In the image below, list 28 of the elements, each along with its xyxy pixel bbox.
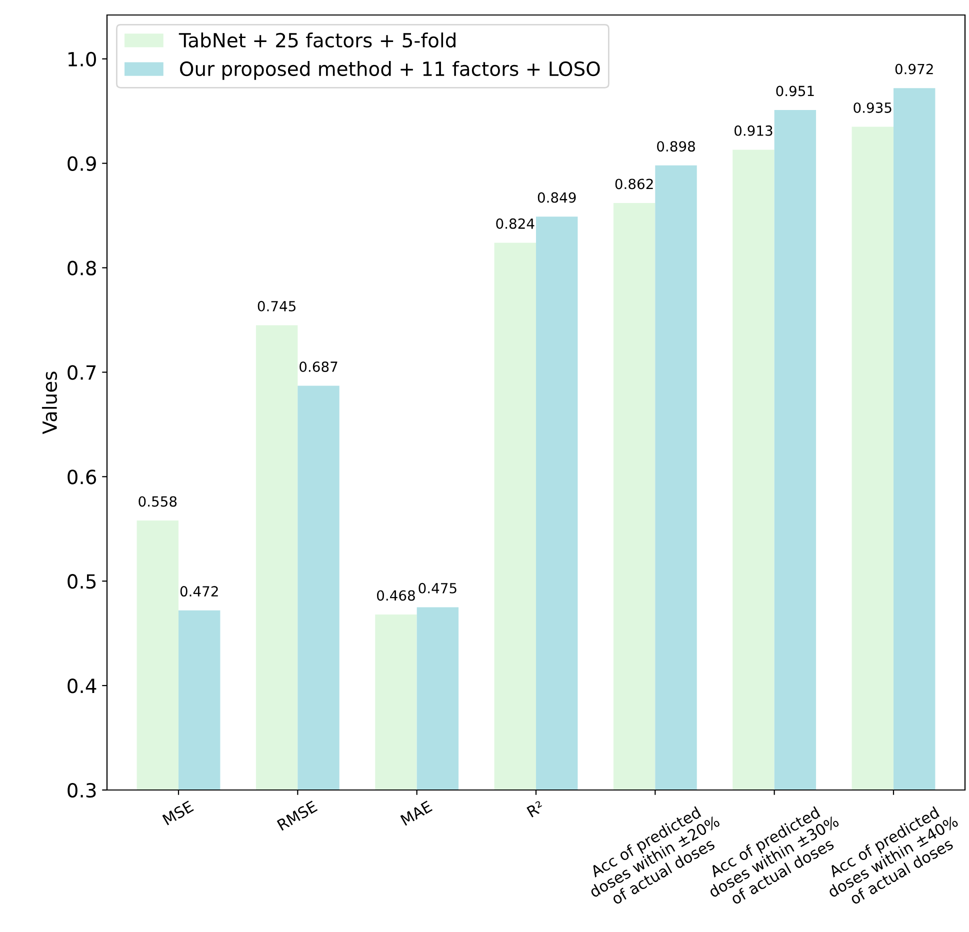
y-axis-title: Values [42,372,58,434]
data-label: 0.824 [496,218,534,229]
x-tick-label: MSE [162,800,194,826]
y-tick-label: 0.7 [68,365,96,380]
y-tick-label: 0.8 [68,260,96,276]
y-tick-label: 0.6 [68,470,96,484]
legend-label: Our proposed method + 11 factors + LOSO [180,61,600,80]
data-label: 0.913 [734,125,772,136]
data-label: 0.849 [538,192,576,203]
y-tick-label: 1.0 [68,52,96,67]
data-label: 0.951 [776,86,814,96]
data-label: 0.745 [258,300,296,312]
data-label: 0.862 [615,178,653,190]
legend-label: TabNet + 25 factors + 5-fold [178,32,456,48]
data-label: 0.558 [138,496,177,507]
data-label: 0.935 [854,102,892,113]
y-tick-label: 0.5 [68,574,96,589]
y-tick-label: 0.3 [68,782,96,798]
y-tick-label: 0.9 [68,156,96,171]
data-label: 0.898 [657,141,695,152]
data-label: 0.972 [895,64,933,74]
x-tick-label: MAE [400,800,433,826]
data-label: 0.475 [418,582,456,594]
data-label: 0.687 [300,361,338,372]
x-tick-label: R² [526,800,545,818]
data-label: 0.468 [377,590,415,601]
data-label: 0.472 [180,586,218,597]
y-tick-label: 0.4 [68,678,96,694]
